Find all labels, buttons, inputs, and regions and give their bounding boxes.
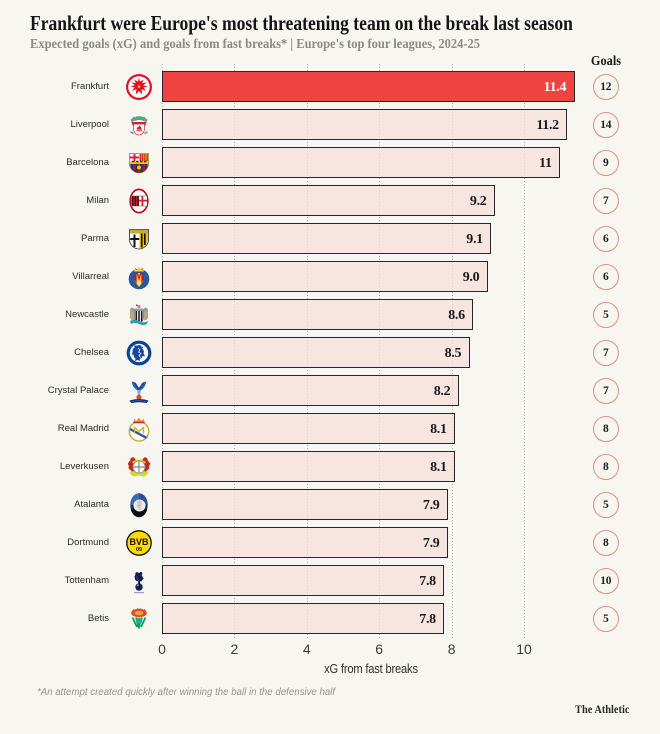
svg-text:09: 09 (136, 547, 142, 553)
svg-text:BVB: BVB (129, 537, 149, 547)
